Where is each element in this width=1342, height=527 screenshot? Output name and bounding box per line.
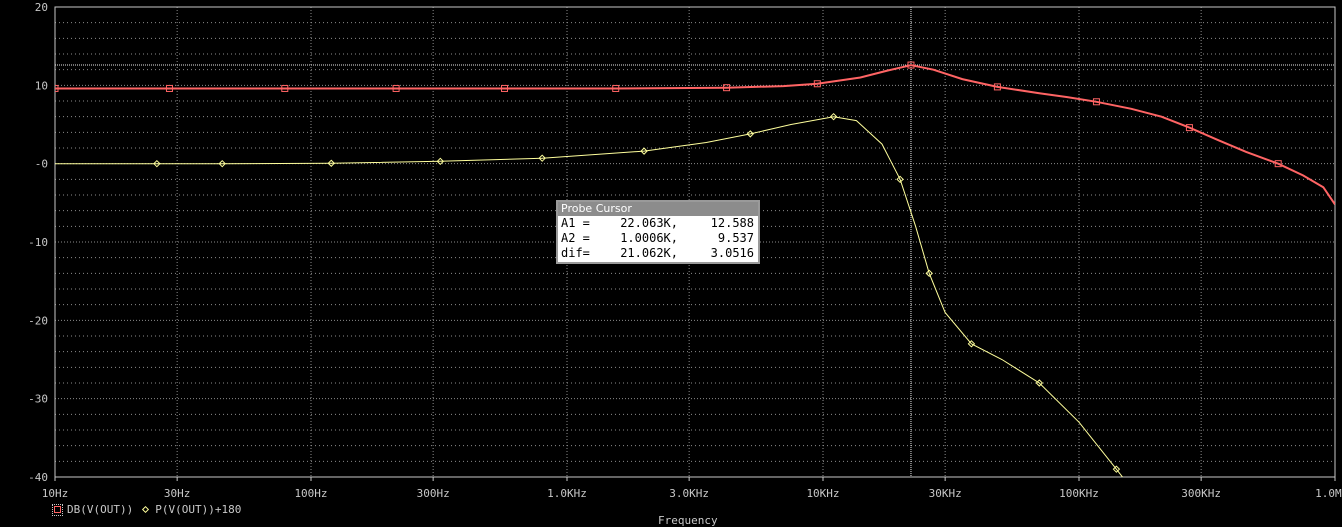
y-tick-labels: 20 10 -0 -10 -20 -30 -40 <box>28 1 48 484</box>
y-tick-label: 20 <box>35 1 48 14</box>
series-marker-square <box>612 84 620 92</box>
series-marker-square <box>392 84 400 92</box>
series-marker-diamond <box>967 340 976 348</box>
x-axis-title: Frequency <box>658 514 718 527</box>
series-marker-diamond <box>327 159 335 167</box>
series-marker-diamond <box>640 147 648 155</box>
x-tick-label: 100Hz <box>294 487 327 500</box>
probe-cursor-title[interactable]: Probe Cursor <box>558 202 758 216</box>
series-1 <box>55 61 1335 205</box>
x-tick-label: 1.0KHz <box>547 487 587 500</box>
series-marker-square <box>723 84 731 92</box>
x-tick-label: 100KHz <box>1059 487 1099 500</box>
x-tick-label: 300Hz <box>417 487 450 500</box>
series-marker-diamond <box>153 159 161 168</box>
series-marker-diamond <box>538 154 546 162</box>
plot-frame <box>54 6 1336 478</box>
legend: DB(V(OUT)) P(V(OUT))+180 <box>52 503 241 516</box>
cursor-dif-y: 3.0516 <box>710 246 754 260</box>
cursor-row-a1: A1 = 22.063K, 12.588 <box>558 216 758 231</box>
x-tick-label: 10KHz <box>806 487 839 500</box>
series-marker-square <box>281 84 289 92</box>
series-marker-diamond <box>1112 465 1121 473</box>
probe-cursor-crosshair[interactable] <box>55 7 1335 477</box>
series-marker-square <box>1185 124 1193 132</box>
series-marker-square <box>501 84 509 92</box>
x-tick-labels: 10Hz 30Hz 100Hz 300Hz 1.0KHz 3.0KHz 10KHz 30KHz… <box>42 477 1342 500</box>
cursor-a1-label: A1 = <box>561 216 590 230</box>
cursor-row-dif: dif= 21.062K, 3.0516 <box>558 246 758 261</box>
series-line-2[interactable] <box>55 116 1135 493</box>
series-marker-diamond <box>436 157 445 166</box>
y-tick-label: -30 <box>28 393 48 406</box>
series-layer <box>55 61 1335 493</box>
series-marker-square <box>165 84 173 92</box>
series-marker-diamond <box>1035 379 1044 387</box>
series-marker-square <box>907 61 915 69</box>
cursor-a2-y: 9.537 <box>717 231 754 245</box>
y-tick-label: -10 <box>28 236 48 249</box>
series-line-1[interactable] <box>55 64 1335 205</box>
y-tick-label: -20 <box>28 314 48 327</box>
probe-cursor-window[interactable]: Probe Cursor A1 = 22.063K, 12.588 A2 = 1… <box>556 200 760 264</box>
series-marker-square <box>55 84 59 92</box>
series-marker-diamond <box>746 130 755 138</box>
series-marker-square <box>993 83 1001 91</box>
series-marker-diamond <box>925 269 933 278</box>
square-marker-icon <box>54 505 61 513</box>
series-marker-diamond <box>218 159 226 168</box>
cursor-row-a2: A2 = 1.0006K, 9.537 <box>558 231 758 246</box>
y-tick-label: 10 <box>35 79 48 92</box>
x-tick-label: 1.0MHz <box>1315 487 1342 500</box>
y-tick-label: -0 <box>35 158 48 171</box>
series-2 <box>55 112 1135 493</box>
x-tick-label: 30KHz <box>929 487 962 500</box>
cursor-a2-x: 1.0006K, <box>620 231 678 245</box>
legend-series2-label[interactable]: P(V(OUT))+180 <box>155 503 242 516</box>
cursor-a1-y: 12.588 <box>710 216 754 230</box>
cursor-a1-x: 22.063K, <box>620 216 678 230</box>
cursor-dif-x: 21.062K, <box>620 246 678 260</box>
legend-series1-label[interactable]: DB(V(OUT)) <box>67 503 134 516</box>
series-marker-square <box>1092 98 1100 106</box>
cursor-a2-label: A2 = <box>561 231 590 245</box>
x-tick-label: 30Hz <box>164 487 191 500</box>
series-marker-diamond <box>896 175 904 184</box>
cursor-dif-label: dif= <box>561 246 590 260</box>
y-tick-label: -40 <box>28 471 48 484</box>
legend-series1-marker[interactable] <box>52 503 63 516</box>
series-marker-square <box>813 80 821 88</box>
diamond-marker-icon <box>142 505 150 514</box>
x-tick-label: 300KHz <box>1181 487 1221 500</box>
series-marker-diamond <box>829 112 838 121</box>
x-tick-label: 10Hz <box>42 487 69 500</box>
x-tick-label: 3.0KHz <box>669 487 709 500</box>
series-marker-square <box>1274 160 1282 168</box>
